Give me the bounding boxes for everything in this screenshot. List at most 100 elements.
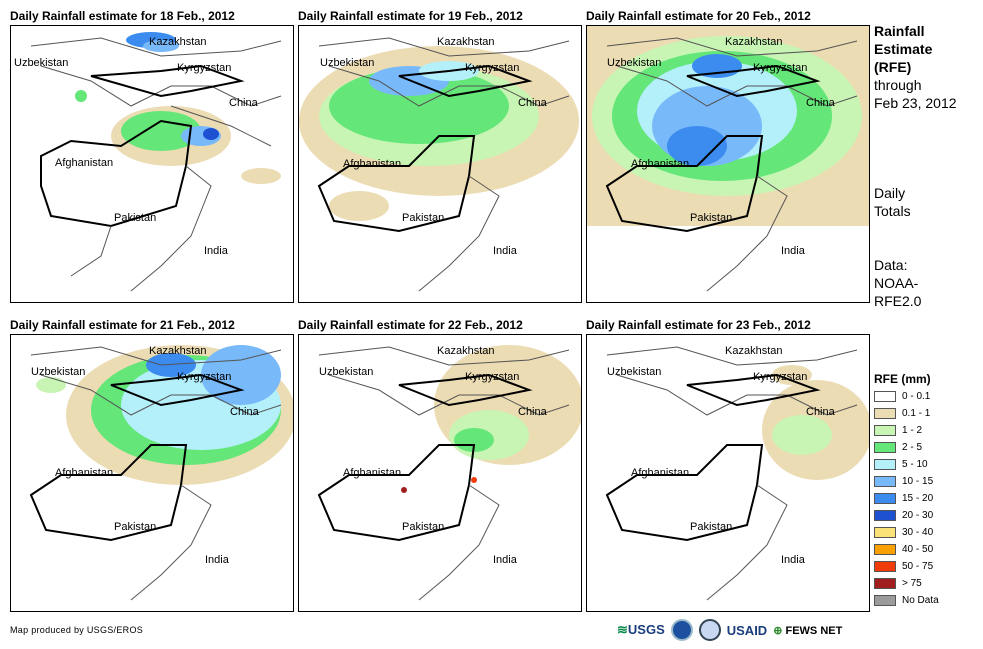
label-afghanistan: Afghanistan — [55, 467, 114, 479]
legend-label: 20 - 30 — [902, 510, 934, 521]
legend-label: 1 - 2 — [902, 425, 923, 436]
title-line-3: (RFE) — [874, 59, 912, 75]
legend-title: RFE (mm) — [874, 372, 931, 386]
legend-swatch — [874, 578, 896, 589]
label-kazakhstan: Kazakhstan — [437, 36, 495, 48]
panel-title-4: Daily Rainfall estimate for 21 Feb., 201… — [10, 318, 235, 332]
totals-line-2: Totals — [874, 203, 911, 219]
legend-swatch — [874, 493, 896, 504]
data-line-3: RFE2.0 — [874, 293, 922, 309]
legend-swatch — [874, 408, 896, 419]
rainfall-map-6: Kazakhstan Uzbekistan Kyrgyzstan China A… — [586, 334, 870, 612]
totals-line-1: Daily — [874, 185, 906, 201]
label-kazakhstan: Kazakhstan — [149, 36, 207, 48]
label-kyrgyzstan: Kyrgyzstan — [753, 371, 808, 383]
legend-item: > 75 — [874, 577, 922, 590]
legend-label: 2 - 5 — [902, 442, 923, 453]
map-drawing — [299, 37, 579, 292]
data-line-1: Data: — [874, 257, 908, 273]
legend-swatch — [874, 595, 896, 606]
agency-logos: ≋USGS USAID ⊕ FEWS NET — [617, 616, 842, 644]
label-afghanistan: Afghanistan — [631, 467, 690, 479]
legend-swatch — [874, 442, 896, 453]
legend-label: 10 - 15 — [902, 476, 934, 487]
rainfall-map-3: Kazakhstan Uzbekistan Kyrgyzstan China A… — [586, 25, 870, 303]
legend-item: 15 - 20 — [874, 492, 933, 505]
label-india: India — [205, 554, 229, 566]
legend-swatch — [874, 425, 896, 436]
legend-label: 50 - 75 — [902, 561, 934, 572]
rainfall-map-1: Kazakhstan Uzbekistan Kyrgyzstan China A… — [10, 25, 294, 303]
label-kazakhstan: Kazakhstan — [149, 345, 207, 357]
legend-item: 0.1 - 1 — [874, 407, 930, 420]
label-kyrgyzstan: Kyrgyzstan — [177, 62, 232, 74]
legend-label: 5 - 10 — [902, 459, 928, 470]
label-kazakhstan: Kazakhstan — [725, 345, 783, 357]
noaa-logo — [670, 619, 693, 641]
legend-item: No Data — [874, 594, 939, 607]
usgs-logo: ≋USGS — [617, 622, 665, 637]
legend-item: 2 - 5 — [874, 441, 922, 454]
map-drawing — [605, 346, 869, 601]
label-afghanistan: Afghanistan — [631, 158, 690, 170]
map-drawing — [30, 32, 282, 292]
title-line-5: Feb 23, 2012 — [874, 95, 957, 111]
legend-item: 40 - 50 — [874, 543, 933, 556]
seal-logo — [698, 619, 721, 641]
legend-item: 30 - 40 — [874, 526, 933, 539]
label-uzbekistan: Uzbekistan — [607, 366, 662, 378]
label-china: China — [806, 406, 835, 418]
legend-label: No Data — [902, 595, 939, 606]
title-line-1: Rainfall — [874, 23, 925, 39]
data-line-2: NOAA- — [874, 275, 919, 291]
usaid-logo: USAID — [726, 622, 768, 638]
panel-title-5: Daily Rainfall estimate for 22 Feb., 201… — [298, 318, 523, 332]
label-india: India — [493, 245, 517, 257]
legend-swatch — [874, 391, 896, 402]
label-china: China — [230, 406, 259, 418]
legend-label: 30 - 40 — [902, 527, 934, 538]
map-drawing — [587, 26, 869, 302]
label-india: India — [781, 245, 805, 257]
label-uzbekistan: Uzbekistan — [31, 366, 86, 378]
legend-swatch — [874, 527, 896, 538]
label-kazakhstan: Kazakhstan — [437, 345, 495, 357]
legend-swatch — [874, 476, 896, 487]
label-china: China — [518, 97, 547, 109]
label-pakistan: Pakistan — [690, 521, 733, 533]
legend-item: 1 - 2 — [874, 424, 922, 437]
totals-note: Daily Totals — [874, 184, 974, 220]
legend-item: 10 - 15 — [874, 475, 933, 488]
map-title: Rainfall Estimate (RFE) through Feb 23, … — [874, 22, 957, 112]
legend-swatch — [874, 561, 896, 572]
legend-label: 15 - 20 — [902, 493, 934, 504]
panel-title-2: Daily Rainfall estimate for 19 Feb., 201… — [298, 9, 523, 23]
legend-label: > 75 — [902, 578, 922, 589]
label-china: China — [806, 97, 835, 109]
credit-text: Map produced by USGS/EROS — [10, 625, 144, 635]
legend-item: 20 - 30 — [874, 509, 933, 522]
panel-title-3: Daily Rainfall estimate for 20 Feb., 201… — [586, 9, 811, 23]
label-pakistan: Pakistan — [402, 212, 445, 224]
label-uzbekistan: Uzbekistan — [607, 57, 662, 69]
label-afghanistan: Afghanistan — [343, 158, 402, 170]
label-pakistan: Pakistan — [114, 212, 157, 224]
label-kyrgyzstan: Kyrgyzstan — [465, 371, 520, 383]
label-kyrgyzstan: Kyrgyzstan — [753, 62, 808, 74]
label-india: India — [204, 245, 228, 257]
map-drawing — [29, 345, 293, 601]
legend-label: 40 - 50 — [902, 544, 934, 555]
data-source-note: Data: NOAA- RFE2.0 — [874, 256, 974, 310]
label-afghanistan: Afghanistan — [343, 467, 402, 479]
label-uzbekistan: Uzbekistan — [319, 366, 374, 378]
label-china: China — [518, 406, 547, 418]
label-pakistan: Pakistan — [402, 521, 445, 533]
label-india: India — [493, 554, 517, 566]
rainfall-map-5: Kazakhstan Uzbekistan Kyrgyzstan China A… — [298, 334, 582, 612]
label-pakistan: Pakistan — [114, 521, 157, 533]
fews-logo: ⊕ FEWS NET — [773, 624, 843, 637]
label-india: India — [781, 554, 805, 566]
label-pakistan: Pakistan — [690, 212, 733, 224]
panel-title-1: Daily Rainfall estimate for 18 Feb., 201… — [10, 9, 235, 23]
label-afghanistan: Afghanistan — [55, 157, 114, 169]
